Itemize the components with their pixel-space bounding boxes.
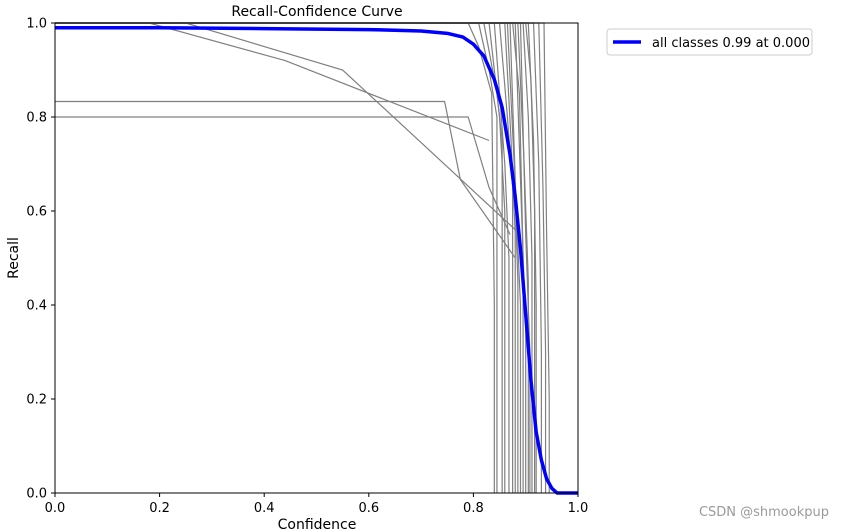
class-curve-20: [55, 22, 537, 493]
class-curve-2: [55, 116, 511, 235]
class-curve-18: [55, 22, 533, 493]
class-curve-7: [55, 22, 503, 493]
class-curve-8: [55, 22, 506, 493]
class-curve-17: [55, 22, 531, 493]
x-tick-label: 0.6: [358, 501, 379, 516]
class-curve-13: [55, 22, 522, 493]
x-tick-label: 0.2: [149, 501, 170, 516]
legend-label: all classes 0.99 at 0.000: [652, 36, 810, 51]
class-curve-10: [55, 22, 514, 493]
chart-title: Recall-Confidence Curve: [231, 4, 402, 20]
class-curve-3: [55, 22, 490, 142]
y-tick-label: 0.4: [26, 299, 47, 314]
x-axis-ticks: 0.0 0.2 0.4 0.6 0.8 1.0: [45, 493, 589, 516]
y-tick-label: 0.0: [26, 487, 47, 502]
class-curve-15: [55, 22, 527, 493]
x-axis-title: Confidence: [278, 517, 357, 529]
class-curve-19: [55, 22, 536, 493]
main-series: [55, 25, 578, 495]
class-curve-21: [55, 22, 542, 493]
class-curve-23: [55, 22, 550, 493]
y-tick-label: 0.6: [26, 205, 47, 220]
class-curve-1: [55, 100, 516, 259]
class-curve-9: [55, 22, 510, 493]
y-tick-label: 0.8: [26, 111, 47, 126]
class-curve-6: [55, 22, 498, 493]
axes-frame: [54, 22, 579, 494]
legend-box: [606, 28, 813, 56]
y-axis-ticks: 0.0 0.2 0.4 0.6 0.8 1.0: [26, 17, 55, 502]
class-curve-5: [55, 22, 495, 493]
series-line-all-classes: [55, 25, 578, 495]
class-curve-11: [55, 22, 516, 493]
x-tick-label: 1.0: [568, 501, 589, 516]
class-curve-16: [55, 22, 529, 493]
x-tick-label: 0.0: [45, 501, 66, 516]
legend: all classes 0.99 at 0.000: [606, 28, 813, 56]
class-curve-14: [55, 22, 524, 493]
x-tick-label: 0.8: [463, 501, 484, 516]
y-tick-label: 1.0: [26, 17, 47, 32]
class-curve-12: [55, 22, 519, 493]
y-axis-title: Recall: [6, 237, 22, 279]
class-curves: [55, 22, 550, 493]
class-curve-22: [55, 22, 547, 493]
y-tick-label: 0.2: [26, 393, 47, 408]
watermark: CSDN @shmookpup: [698, 505, 829, 520]
x-tick-label: 0.4: [254, 501, 275, 516]
